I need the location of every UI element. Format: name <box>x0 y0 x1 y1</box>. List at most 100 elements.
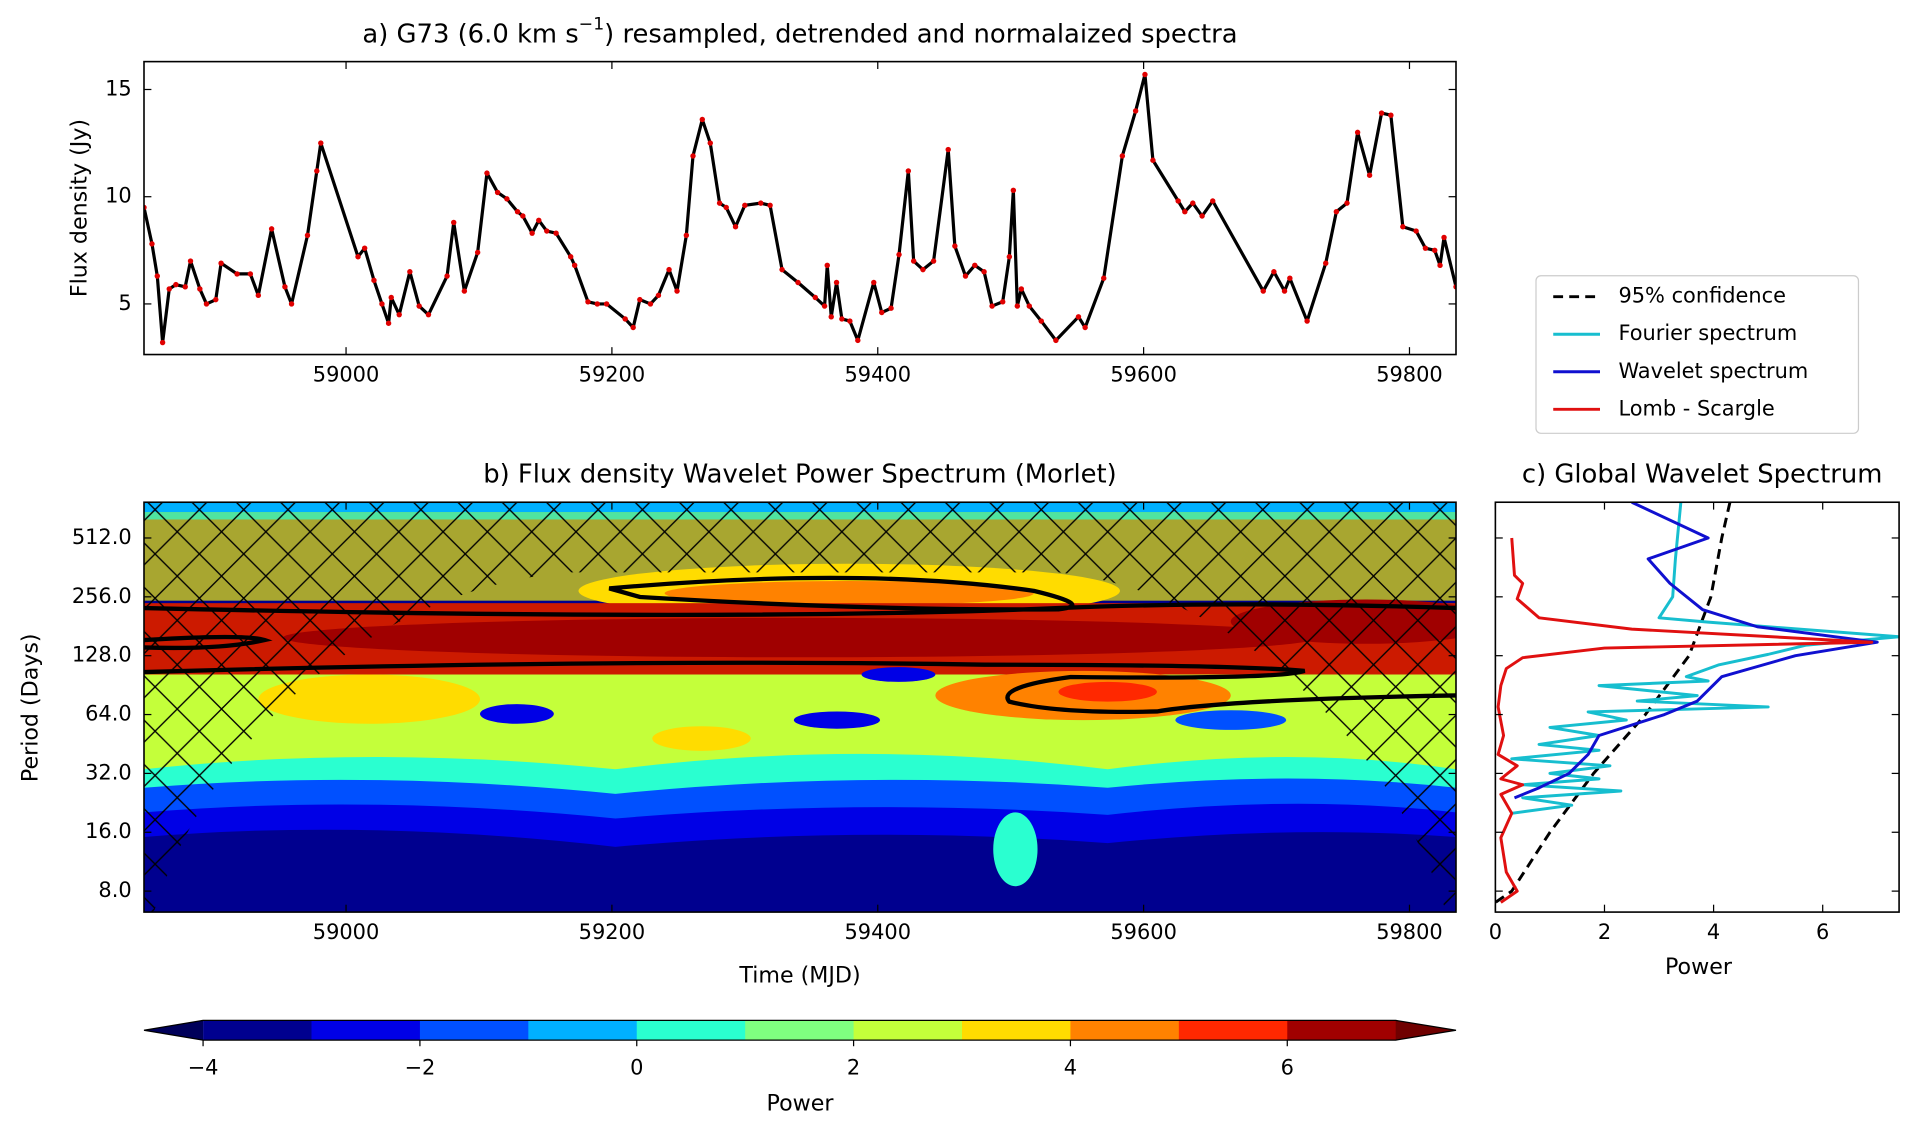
data-point <box>1010 187 1017 193</box>
y-tick-label: 8.0 <box>98 878 131 902</box>
spectrum-line <box>1496 537 1874 904</box>
x-tick-label: 0 <box>1489 920 1502 944</box>
colorbar-extend-over <box>1395 1020 1456 1041</box>
colorbar-bin <box>1070 1020 1180 1041</box>
data-point <box>529 230 535 236</box>
data-point <box>1026 303 1033 309</box>
data-point <box>930 258 937 264</box>
data-point <box>833 279 840 286</box>
colorbar-tick-label: −2 <box>405 1055 436 1079</box>
data-point <box>637 296 643 303</box>
data-point <box>1437 262 1443 269</box>
data-point <box>1150 157 1156 163</box>
x-axis-label: Power <box>1665 954 1733 980</box>
data-point <box>812 294 818 301</box>
colorbar-bin <box>1178 1020 1288 1041</box>
y-tick-label: 128.0 <box>72 643 132 667</box>
y-tick-label: 5 <box>118 291 131 315</box>
data-point <box>647 301 654 307</box>
data-point <box>847 318 853 324</box>
data-point <box>1082 324 1088 331</box>
data-point <box>962 273 969 279</box>
data-point <box>1260 288 1266 294</box>
data-point <box>567 254 574 260</box>
data-point <box>910 258 917 264</box>
y-tick-label: 64.0 <box>85 702 132 726</box>
data-point <box>1354 129 1361 136</box>
data-point <box>1271 269 1277 275</box>
data-point <box>758 200 764 206</box>
data-point <box>461 288 468 294</box>
data-point <box>603 301 610 307</box>
colorbar-bin <box>962 1020 1072 1041</box>
data-point <box>213 296 219 303</box>
data-point <box>544 228 550 234</box>
data-point <box>1038 318 1044 324</box>
data-point <box>1132 108 1139 114</box>
x-tick-label: 59200 <box>579 920 646 944</box>
colorbar-bin <box>419 1020 529 1041</box>
colorbar-tick-label: −4 <box>188 1055 219 1079</box>
panel-title: b) Flux density Wavelet Power Spectrum (… <box>483 460 1116 490</box>
data-point <box>288 301 295 307</box>
data-point <box>594 301 600 307</box>
flux-line <box>144 72 1456 345</box>
data-point <box>1281 288 1288 294</box>
y-tick-label: 10 <box>105 184 132 208</box>
x-axis-label: Time (MJD) <box>738 963 860 989</box>
data-point <box>920 266 926 273</box>
data-point <box>182 284 188 290</box>
y-axis-label: Flux density (Jy) <box>67 119 93 297</box>
data-point <box>304 232 311 239</box>
data-point <box>1441 234 1447 241</box>
data-point <box>197 286 203 292</box>
data-point <box>989 303 995 309</box>
colorbar-tick-label: 2 <box>847 1055 860 1079</box>
data-point <box>1388 112 1394 118</box>
data-point <box>699 116 706 123</box>
data-point <box>723 204 729 211</box>
data-point <box>255 292 262 299</box>
data-point <box>828 314 834 320</box>
y-tick-label: 512.0 <box>72 525 132 549</box>
axes-frame <box>143 501 1457 913</box>
x-tick-label: 59000 <box>313 920 380 944</box>
y-axis-label: Period (Days) <box>17 633 43 782</box>
data-point <box>407 269 413 275</box>
data-point <box>622 316 628 322</box>
legend-label: Fourier spectrum <box>1618 321 1797 345</box>
data-point <box>379 301 385 307</box>
data-point <box>484 170 490 176</box>
data-point <box>282 284 288 290</box>
data-point <box>888 305 894 311</box>
x-tick-label: 59800 <box>1376 920 1443 944</box>
colorbar-bin <box>203 1020 313 1041</box>
title-part: a) G73 (6.0 km s <box>362 19 578 49</box>
data-point <box>1175 198 1181 204</box>
colorbar-label: Power <box>767 1091 835 1117</box>
legend-label: Lomb - Scargle <box>1618 396 1774 420</box>
colorbar-bin <box>636 1020 746 1041</box>
data-point <box>690 153 696 159</box>
data-point <box>1378 110 1385 116</box>
data-point <box>1190 200 1196 206</box>
data-point <box>585 299 591 305</box>
data-point <box>396 311 402 318</box>
data-point <box>1323 260 1329 266</box>
y-tick-label: 256.0 <box>72 584 132 608</box>
data-point <box>1182 209 1188 215</box>
colorbar-bin <box>745 1020 855 1041</box>
data-point <box>474 249 481 256</box>
x-tick-label: 59800 <box>1376 362 1443 386</box>
data-point <box>268 226 275 232</box>
data-point <box>514 209 521 215</box>
x-tick-label: 59600 <box>1110 362 1177 386</box>
data-point <box>896 251 902 258</box>
data-point <box>234 271 240 277</box>
data-point <box>795 279 801 286</box>
data-point <box>371 277 377 284</box>
data-point <box>1287 275 1293 281</box>
data-point <box>159 339 166 346</box>
data-point <box>1333 209 1340 215</box>
